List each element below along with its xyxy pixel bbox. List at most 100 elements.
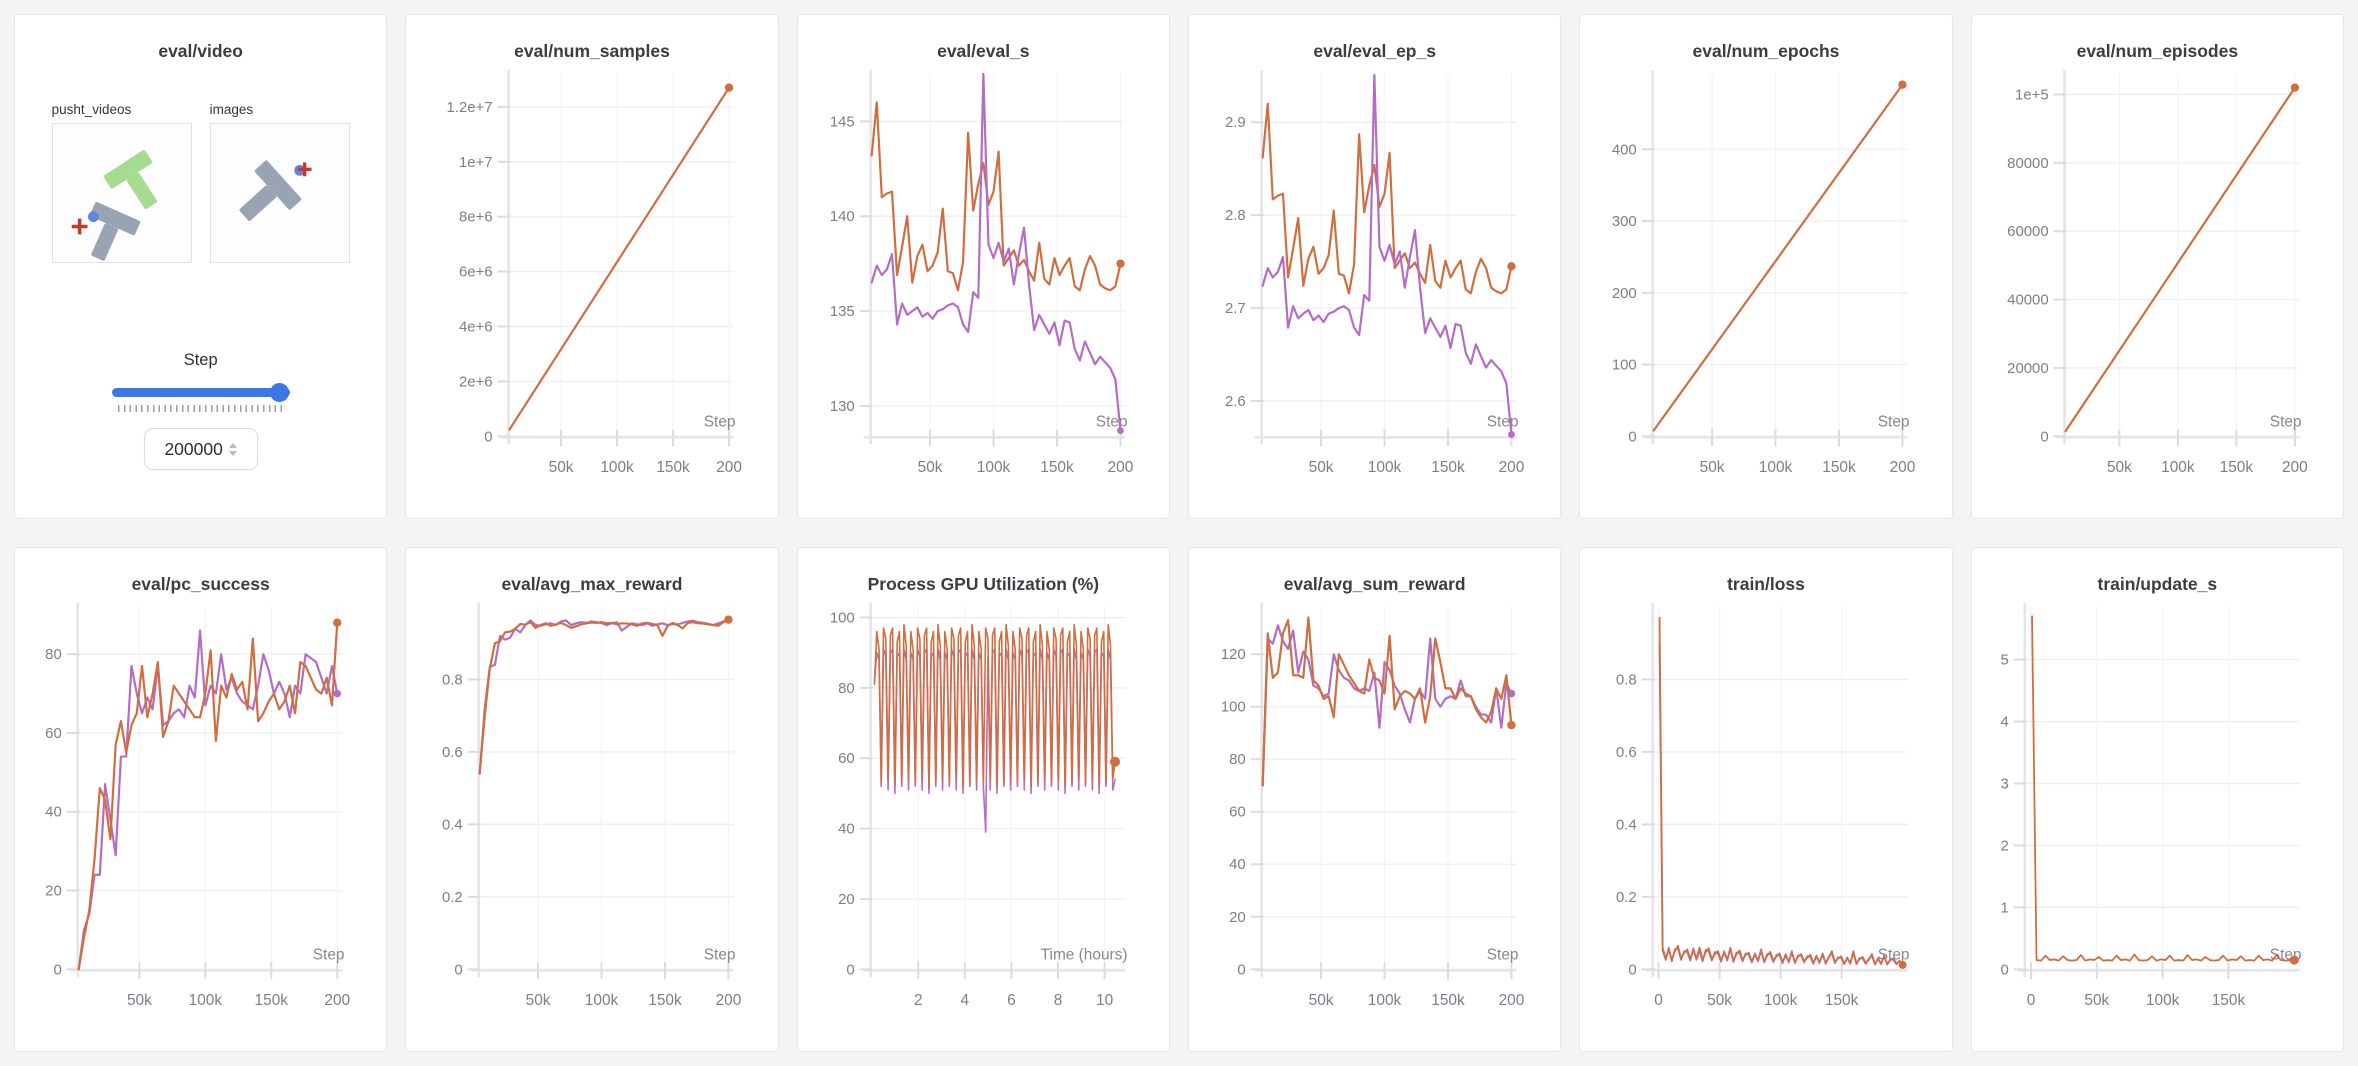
svg-text:0: 0 <box>846 961 854 978</box>
svg-text:6: 6 <box>1007 992 1016 1009</box>
svg-text:2.6: 2.6 <box>1225 393 1246 410</box>
slider-thumb[interactable] <box>269 383 289 402</box>
svg-text:100k: 100k <box>585 992 619 1009</box>
chart-eval-num-epochs[interactable]: 0 100 200 300 400 50k 100k 150k 200 Step <box>1580 64 1951 502</box>
svg-text:150k: 150k <box>1823 459 1857 476</box>
panel-title: eval/eval_s <box>937 41 1030 61</box>
svg-text:50k: 50k <box>1707 992 1732 1009</box>
svg-text:80: 80 <box>45 646 62 663</box>
svg-text:200: 200 <box>716 992 742 1009</box>
svg-text:1e+5: 1e+5 <box>2015 86 2049 103</box>
svg-text:145: 145 <box>830 113 855 130</box>
svg-text:140: 140 <box>830 208 855 225</box>
pusht-video-thumbnail[interactable] <box>51 123 192 263</box>
panel-eval-num-samples: eval/num_samples 0 2e+6 4e+6 6e+6 8e+6 1e+7 1.… <box>405 14 779 519</box>
svg-text:50k: 50k <box>127 992 152 1009</box>
svg-text:50k: 50k <box>1700 459 1725 476</box>
svg-text:100k: 100k <box>2146 992 2180 1009</box>
svg-text:1: 1 <box>2000 899 2008 916</box>
svg-text:4: 4 <box>960 992 969 1009</box>
svg-text:2.7: 2.7 <box>1225 300 1246 317</box>
chart-eval-avg-max-reward[interactable]: 0 0.2 0.4 0.6 0.8 50k 100k 150k 200 Step <box>406 597 777 1035</box>
gray-t-shape <box>239 160 301 221</box>
step-value-input[interactable]: 200000 <box>143 428 258 470</box>
svg-text:300: 300 <box>1612 213 1637 230</box>
svg-text:60: 60 <box>838 750 855 767</box>
svg-text:5: 5 <box>2000 652 2008 669</box>
panel-title: train/update_s <box>2097 574 2218 594</box>
svg-text:0.2: 0.2 <box>1616 889 1637 906</box>
svg-text:80000: 80000 <box>2007 155 2049 172</box>
svg-text:60: 60 <box>1229 804 1246 821</box>
agent-dot-icon <box>87 211 99 223</box>
svg-text:0.8: 0.8 <box>442 671 463 688</box>
svg-text:0.2: 0.2 <box>442 889 463 906</box>
panel-title: eval/num_samples <box>514 41 670 61</box>
svg-text:100k: 100k <box>189 992 223 1009</box>
svg-text:150k: 150k <box>657 459 691 476</box>
svg-text:100k: 100k <box>1764 992 1798 1009</box>
stepper-up-icon[interactable] <box>228 442 237 448</box>
svg-text:50k: 50k <box>2107 459 2132 476</box>
svg-text:4e+6: 4e+6 <box>459 318 493 335</box>
svg-text:150k: 150k <box>1825 992 1859 1009</box>
svg-text:200: 200 <box>1890 459 1916 476</box>
target-cross-icon <box>71 218 88 235</box>
svg-text:Step: Step <box>704 413 736 430</box>
svg-text:200: 200 <box>324 992 350 1009</box>
chart-eval-avg-sum-reward[interactable]: 0 20 40 60 80 100 120 50k 100k 150k 200 Step <box>1189 597 1560 1035</box>
svg-text:150k: 150k <box>649 992 683 1009</box>
svg-text:100: 100 <box>830 609 855 626</box>
svg-text:1e+7: 1e+7 <box>459 154 493 171</box>
svg-text:200: 200 <box>2282 459 2308 476</box>
svg-text:2e+6: 2e+6 <box>459 373 493 390</box>
svg-text:400: 400 <box>1612 141 1637 158</box>
svg-text:150k: 150k <box>1431 459 1465 476</box>
svg-text:0: 0 <box>2026 992 2035 1009</box>
panel-title: eval/avg_max_reward <box>501 574 683 594</box>
panel-title: eval/num_episodes <box>2076 41 2239 61</box>
slider-tick-marks <box>117 405 284 412</box>
svg-text:0: 0 <box>2000 961 2008 978</box>
svg-text:130: 130 <box>830 398 855 415</box>
stepper-down-icon[interactable] <box>228 450 237 456</box>
panel-eval-num-episodes: eval/num_episodes 0 20000 40000 60000 80000 1… <box>1970 14 2344 519</box>
panel-eval-num-epochs: eval/num_epochs 0 100 200 300 400 50k 100k 150k… <box>1579 14 1953 519</box>
svg-text:200: 200 <box>717 459 743 476</box>
svg-text:2: 2 <box>2000 837 2008 854</box>
svg-text:50k: 50k <box>917 459 942 476</box>
chart-eval-pc-success[interactable]: 0 20 40 60 80 50k 100k 150k 200 Step <box>15 597 386 1035</box>
svg-text:100k: 100k <box>976 459 1010 476</box>
panel-eval-pc-success: eval/pc_success 0 20 40 60 80 50k 100k 150k 200 S… <box>14 547 388 1052</box>
chart-eval-num-episodes[interactable]: 0 20000 40000 60000 80000 1e+5 50k 100k 150k 200 S… <box>1972 64 2343 502</box>
step-slider[interactable] <box>111 383 290 402</box>
svg-text:150k: 150k <box>2211 992 2245 1009</box>
svg-text:6e+6: 6e+6 <box>459 264 493 281</box>
svg-text:40: 40 <box>838 821 855 838</box>
svg-text:Step: Step <box>313 946 345 963</box>
svg-text:60: 60 <box>45 725 62 742</box>
svg-text:200: 200 <box>1499 992 1525 1009</box>
panel-eval-video: eval/video pusht_videos <box>14 14 388 519</box>
svg-text:20: 20 <box>838 891 855 908</box>
panel-title: eval/num_epochs <box>1692 41 1840 61</box>
svg-text:100k: 100k <box>1368 459 1402 476</box>
chart-eval-eval-ep-s[interactable]: 2.6 2.7 2.8 2.9 50k 100k 150k 200 Step <box>1189 64 1560 502</box>
svg-text:120: 120 <box>1221 646 1246 663</box>
svg-text:1.2e+7: 1.2e+7 <box>447 99 493 116</box>
svg-text:Step: Step <box>1878 413 1910 430</box>
images-thumbnail[interactable] <box>209 123 350 263</box>
svg-text:0.6: 0.6 <box>442 744 463 761</box>
chart-eval-num-samples[interactable]: 0 2e+6 4e+6 6e+6 8e+6 1e+7 1.2e+7 50k 100k 150k 20… <box>406 64 777 502</box>
chart-eval-eval-s[interactable]: 130 135 140 145 50k 100k 150k 200 Step <box>798 64 1169 502</box>
panel-title: eval/pc_success <box>131 574 270 594</box>
chart-gpu-utilization[interactable]: 0 20 40 60 80 100 2 4 6 8 10 Time (hours) <box>798 597 1169 1035</box>
panel-eval-eval-s: eval/eval_s 130 135 140 145 50k 100k 150k 200 St… <box>796 14 1170 519</box>
panel-eval-eval-ep-s: eval/eval_ep_s 2.6 2.7 2.8 2.9 50k 100k 150k 20… <box>1188 14 1562 519</box>
gray-t-shape <box>89 202 140 261</box>
slider-track[interactable] <box>111 388 290 397</box>
svg-text:0: 0 <box>1237 961 1245 978</box>
svg-text:2: 2 <box>914 992 923 1009</box>
